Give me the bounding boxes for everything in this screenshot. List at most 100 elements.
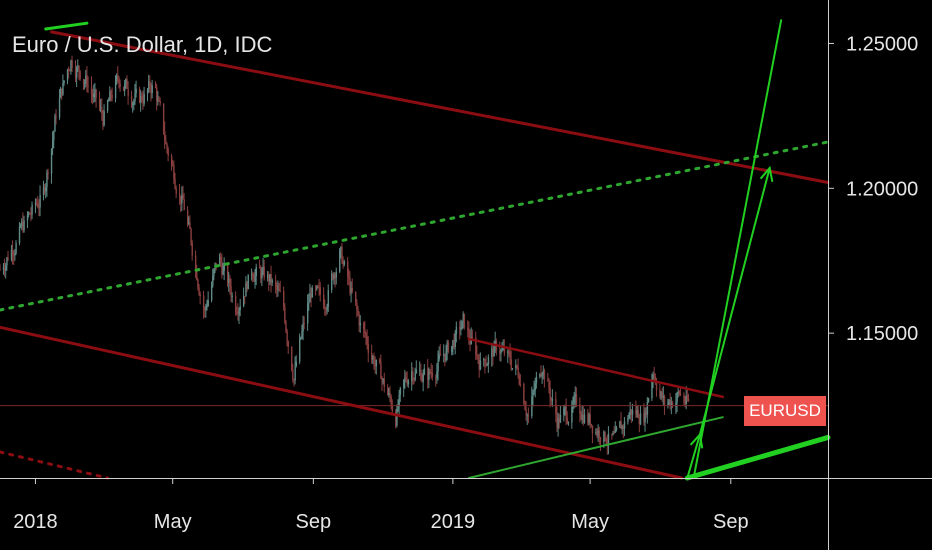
candle-body [302,322,304,332]
candle-body [21,221,23,227]
candle-body [580,413,582,420]
candle-body [319,287,322,295]
candle-body [605,438,607,445]
candle-body [95,89,97,98]
candle-body [85,75,87,84]
candle-body [461,320,463,330]
candle-body [462,313,464,321]
candle-body [419,369,421,371]
candle-body [174,179,176,189]
candle-body [468,330,470,338]
candle-body [114,81,117,99]
candle-body [325,308,327,310]
candle-body [194,255,197,269]
candle-body [451,346,453,352]
candle-body [31,204,33,215]
candle-body [683,394,685,402]
candle-body [663,396,666,405]
candle-body [390,396,392,406]
candle-body [220,256,222,262]
candle-body [662,396,665,398]
candle-body [29,212,31,215]
candle-body [149,81,151,87]
candle-body [79,70,81,80]
candle-body [237,313,239,315]
candle-body [635,410,637,415]
candle-body [607,433,610,446]
candle-body [52,140,54,150]
candle-body [659,390,661,397]
candle-body [499,350,501,354]
candle-body [407,380,410,385]
candle-body [118,77,120,84]
candle-body [589,414,591,424]
candle-body [58,97,61,118]
candle-body [516,365,518,368]
candle-body [631,410,634,415]
candle-body [333,274,335,279]
candle-body [619,421,621,428]
candle-body [142,99,144,104]
candle-body [30,214,32,216]
candle-body [0,269,1,271]
candle-body [443,353,445,356]
candle-body [286,331,288,342]
candle-body [630,409,633,415]
candle-body [524,403,526,410]
candle-body [671,402,674,407]
candle-body [437,359,439,372]
candle-body [53,131,55,141]
candle-body [356,302,358,309]
candle-body [141,95,143,100]
candle-body [629,409,631,416]
y-tick-label: 1.20000 [846,178,918,200]
candle-body [42,187,45,195]
candle-body [575,393,578,405]
candle-body [27,212,30,216]
candle-body [222,270,224,275]
candle-body [372,357,374,360]
candle-body [542,370,545,375]
candle-body [215,263,217,266]
candle-body [213,269,215,276]
candle-body [269,274,271,282]
candle-body [687,398,690,401]
candle-body [55,116,57,118]
candle-body [549,387,551,399]
candle-body [358,314,360,326]
candle-body [667,402,669,405]
candle-body [63,80,65,83]
candle-body [109,91,111,101]
candle-body [595,432,597,434]
candle-body [612,432,614,435]
candle-body [383,378,386,388]
candle-body [439,354,442,356]
candle-body [276,285,278,290]
projection-mid-line [698,167,771,436]
candle-body [686,395,689,399]
candle-body [421,379,423,382]
candle-body [486,364,488,366]
candle-body [278,288,280,291]
candle-body [327,289,330,307]
candle-body [341,246,343,263]
candle-body [299,338,301,362]
candle-body [117,75,119,78]
x-tick-label: Sep [296,511,332,533]
chart-title: Euro / U.S. Dollar, 1D, IDC [12,32,273,57]
candle-body [476,354,478,356]
candle-body [100,107,102,109]
candle-body [555,399,557,415]
candle-body [637,410,639,419]
candle-body [435,377,437,379]
candle-body [198,287,200,295]
symbol-price-badge[interactable]: EURUSD [744,396,826,426]
candle-body [613,432,615,434]
candle-body [526,415,529,417]
projection-mid-arrowhead-2 [759,165,774,182]
short-channel-upper-line [467,337,725,399]
candle-body [411,371,413,381]
candle-body [2,267,5,270]
candle-body [446,342,448,352]
